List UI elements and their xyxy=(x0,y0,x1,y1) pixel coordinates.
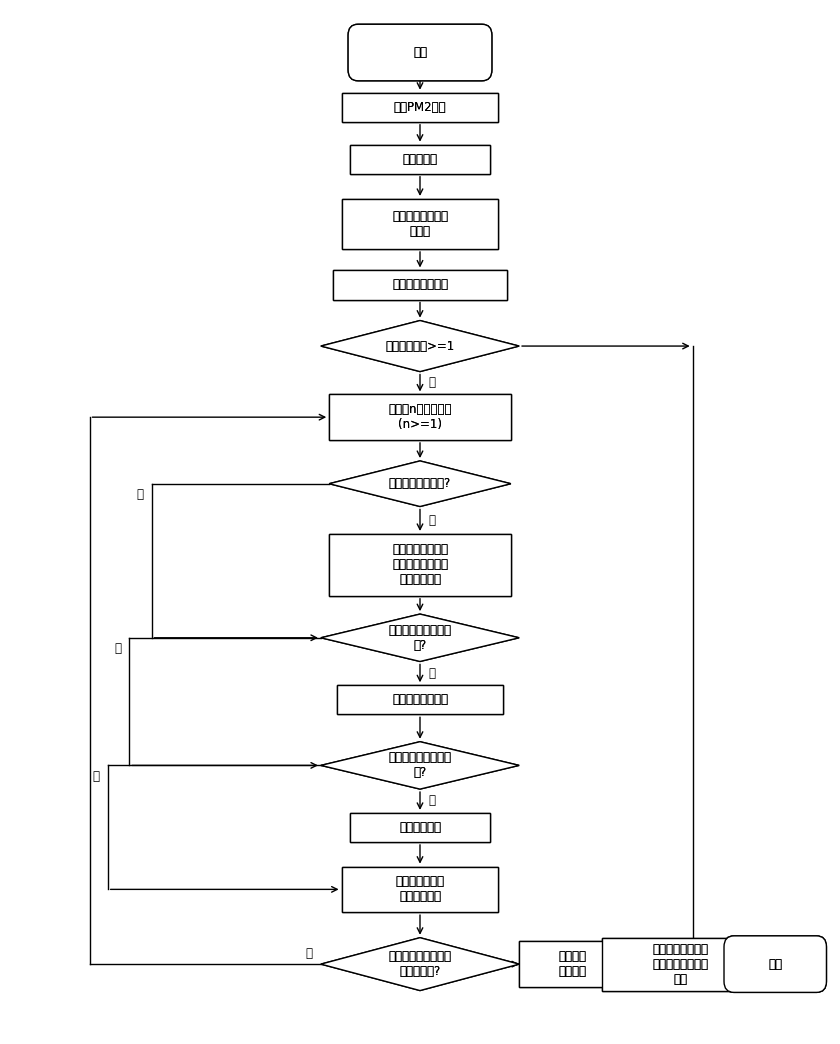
Text: 是: 是 xyxy=(428,377,435,389)
Text: 标绘事件个数>=1: 标绘事件个数>=1 xyxy=(386,339,454,353)
Text: 显示经纬度、文
本、图片信息: 显示经纬度、文 本、图片信息 xyxy=(396,875,444,903)
Polygon shape xyxy=(321,614,519,662)
Bar xyxy=(349,813,491,841)
Bar xyxy=(333,270,507,300)
Bar xyxy=(338,685,502,714)
Text: 是否还有下一条标绘
事件未读取?: 是否还有下一条标绘 事件未读取? xyxy=(388,950,452,978)
Bar xyxy=(329,533,511,596)
Bar xyxy=(601,938,759,991)
Text: 是: 是 xyxy=(428,514,435,526)
Bar xyxy=(338,685,502,714)
Bar xyxy=(519,942,627,987)
Text: 是否还有下一条标绘
事件未读取?: 是否还有下一条标绘 事件未读取? xyxy=(388,950,452,978)
Bar xyxy=(349,145,491,173)
Text: 是: 是 xyxy=(306,947,312,959)
Bar xyxy=(342,867,498,912)
Bar xyxy=(519,942,627,987)
Text: 读取图片信息: 读取图片信息 xyxy=(399,821,441,834)
Polygon shape xyxy=(321,938,519,991)
Text: 读取原始经纬度信
息；解析为有意义
的经纬度信息: 读取原始经纬度信 息；解析为有意义 的经纬度信息 xyxy=(392,543,448,587)
Text: 否: 否 xyxy=(114,642,121,656)
Text: 是否包含定位信息?: 是否包含定位信息? xyxy=(389,477,451,491)
Text: 清空跟踪层: 清空跟踪层 xyxy=(402,152,438,166)
Bar xyxy=(349,145,491,173)
Polygon shape xyxy=(321,741,519,789)
Bar xyxy=(342,93,498,122)
Text: 显示经纬度、文
本、图片信息: 显示经纬度、文 本、图片信息 xyxy=(396,875,444,903)
Text: 是: 是 xyxy=(428,667,435,680)
Text: 开始: 开始 xyxy=(413,46,427,60)
Text: 读取图片信息: 读取图片信息 xyxy=(399,821,441,834)
Text: 构造线对象，将所
有标绘事件点连接
起来: 构造线对象，将所 有标绘事件点连接 起来 xyxy=(652,943,708,986)
Text: 关闭标绘
记录文件: 关闭标绘 记录文件 xyxy=(559,950,587,978)
Text: 是否存在标注图片信
息?: 是否存在标注图片信 息? xyxy=(388,752,452,780)
Text: 开始: 开始 xyxy=(413,46,427,60)
Bar xyxy=(329,533,511,596)
Bar xyxy=(333,270,507,300)
FancyBboxPatch shape xyxy=(348,24,492,80)
Bar xyxy=(342,93,498,122)
Text: 加载PM2地图: 加载PM2地图 xyxy=(394,100,446,114)
Text: 读取标绘事件个数: 读取标绘事件个数 xyxy=(392,279,448,291)
Text: 否: 否 xyxy=(136,489,144,501)
Text: 否: 否 xyxy=(523,947,530,959)
Text: 是否存在标注文本信
息?: 是否存在标注文本信 息? xyxy=(388,623,452,651)
Text: 指向第n条标绘事件
(n>=1): 指向第n条标绘事件 (n>=1) xyxy=(388,403,452,431)
Bar xyxy=(342,867,498,912)
Text: 结束: 结束 xyxy=(769,957,782,971)
Bar xyxy=(601,938,759,991)
Bar xyxy=(329,395,511,440)
Text: 读取文本标注信息: 读取文本标注信息 xyxy=(392,693,448,706)
FancyBboxPatch shape xyxy=(348,24,492,80)
Text: 构造线对象，将所
有标绘事件点连接
起来: 构造线对象，将所 有标绘事件点连接 起来 xyxy=(652,943,708,986)
Polygon shape xyxy=(321,938,519,991)
Text: 标绘事件个数>=1: 标绘事件个数>=1 xyxy=(386,339,454,353)
FancyBboxPatch shape xyxy=(724,935,827,993)
Text: 否: 否 xyxy=(437,326,444,338)
Polygon shape xyxy=(321,321,519,372)
Text: 选择并打开标绘记
录文件: 选择并打开标绘记 录文件 xyxy=(392,210,448,238)
Bar xyxy=(349,813,491,841)
Polygon shape xyxy=(329,460,511,506)
Text: 是: 是 xyxy=(428,794,435,807)
Polygon shape xyxy=(329,460,511,506)
Text: 读取原始经纬度信
息；解析为有意义
的经纬度信息: 读取原始经纬度信 息；解析为有意义 的经纬度信息 xyxy=(392,543,448,587)
Text: 指向第n条标绘事件
(n>=1): 指向第n条标绘事件 (n>=1) xyxy=(388,403,452,431)
Polygon shape xyxy=(321,741,519,789)
Text: 读取标绘事件个数: 读取标绘事件个数 xyxy=(392,279,448,291)
Text: 否: 否 xyxy=(92,770,99,783)
Bar xyxy=(342,198,498,248)
Polygon shape xyxy=(321,614,519,662)
Text: 读取文本标注信息: 读取文本标注信息 xyxy=(392,693,448,706)
Text: 清空跟踪层: 清空跟踪层 xyxy=(402,152,438,166)
Bar xyxy=(342,198,498,248)
Text: 选择并打开标绘记
录文件: 选择并打开标绘记 录文件 xyxy=(392,210,448,238)
Text: 是否存在标注图片信
息?: 是否存在标注图片信 息? xyxy=(388,752,452,780)
Text: 加载PM2地图: 加载PM2地图 xyxy=(394,100,446,114)
Text: 关闭标绘
记录文件: 关闭标绘 记录文件 xyxy=(559,950,587,978)
Bar xyxy=(329,395,511,440)
Text: 是否包含定位信息?: 是否包含定位信息? xyxy=(389,477,451,491)
Text: 是否存在标注文本信
息?: 是否存在标注文本信 息? xyxy=(388,623,452,651)
Polygon shape xyxy=(321,321,519,372)
FancyBboxPatch shape xyxy=(724,935,827,993)
Text: 结束: 结束 xyxy=(769,957,782,971)
